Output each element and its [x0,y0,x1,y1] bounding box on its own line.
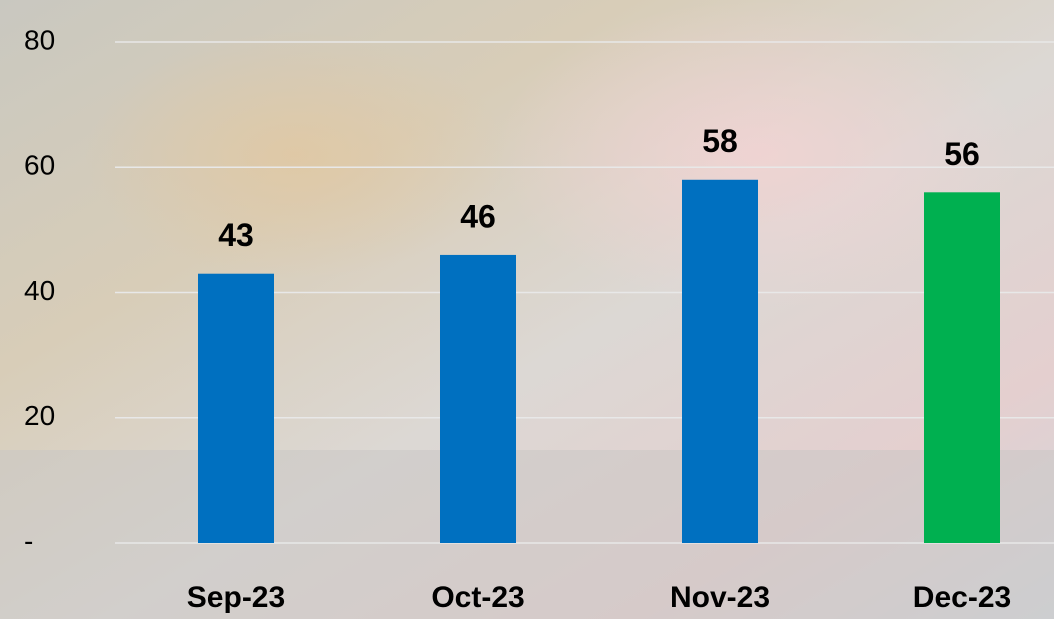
y-tick-label: 80 [24,24,55,55]
background-ground [0,450,1054,619]
y-tick-label: 60 [24,150,55,181]
x-tick-label: Oct-23 [431,581,524,614]
value-label: 56 [944,136,980,172]
x-tick-label: Dec-23 [913,581,1011,614]
bar [682,180,758,543]
x-tick-label: Nov-23 [670,581,770,614]
value-label: 43 [218,217,254,253]
x-tick-label: Sep-23 [187,581,285,614]
y-tick-label: - [24,525,33,556]
y-tick-label: 20 [24,400,55,431]
value-label: 46 [460,198,496,234]
y-tick-label: 40 [24,275,55,306]
value-label: 58 [702,123,738,159]
page: {"chart_data": {"type": "bar", "categori… [0,0,1054,619]
chart: - 20 40 60 80 43 Sep-23 46 Oct-23 58 Nov-23 56 Dec-2… [0,0,1054,619]
bar [198,274,274,543]
bar [440,255,516,543]
bar [924,192,1000,543]
